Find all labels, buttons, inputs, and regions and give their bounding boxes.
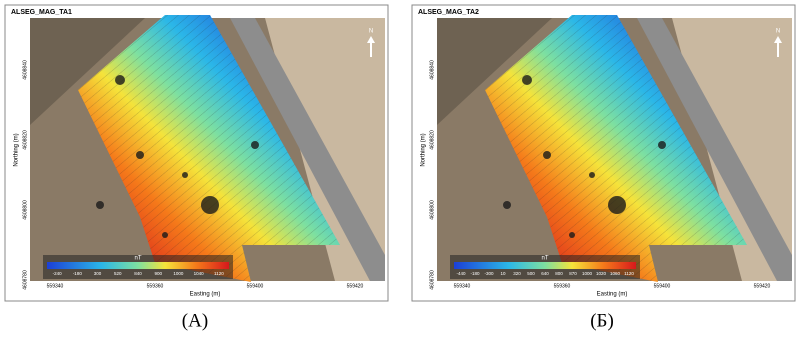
panel-caption: (Б) — [590, 310, 614, 331]
colorbar-tick-label: 800 — [555, 271, 563, 276]
colorbar-label: nT — [134, 256, 141, 262]
figure: ALSEG_MAG_TA1 NnT -240 -180 300 520 840 900 1000… — [0, 0, 799, 338]
x-axis-label: Easting (m) — [190, 292, 221, 298]
colorbar-tick-label: -180 — [470, 271, 480, 276]
anomaly — [136, 151, 144, 159]
x-axis-label: Easting (m) — [597, 292, 628, 298]
colorbar-label: nT — [541, 256, 548, 262]
colorbar-tick-label: 520 — [114, 271, 122, 276]
colorbar-tick-label: 900 — [154, 271, 162, 276]
panel-title: ALSEG_MAG_TA2 — [418, 9, 479, 16]
y-tick-label: 4608780 — [429, 270, 435, 290]
panel-caption: (A) — [182, 310, 208, 331]
anomaly — [503, 201, 511, 209]
anomaly — [96, 201, 104, 209]
colorbar-tick-label: 640 — [541, 271, 549, 276]
x-tick-label: 559360 — [554, 283, 571, 289]
map-panel: ALSEG_MAG_TA1 NnT -240 -180 300 520 840 900 1000… — [5, 5, 388, 301]
anomaly — [569, 232, 575, 238]
y-tick-label: 4608840 — [22, 60, 28, 80]
y-tick-label: 4608820 — [22, 130, 28, 150]
x-tick-label: 559360 — [147, 283, 164, 289]
x-tick-label: 559400 — [654, 283, 671, 289]
anomaly — [251, 141, 259, 149]
anomaly — [115, 75, 125, 85]
colorbar-tick-label: 840 — [134, 271, 142, 276]
north-label: N — [776, 29, 780, 35]
colorbar-tick-label: 500 — [527, 271, 535, 276]
colorbar-tick-label: 1060 — [610, 271, 621, 276]
colorbar-tick-label: 300 — [94, 271, 102, 276]
colorbar-tick-label: 320 — [513, 271, 521, 276]
colorbar-tick-label: 1020 — [596, 271, 607, 276]
x-tick-label: 559400 — [247, 283, 264, 289]
y-axis-label: Northing (m) — [421, 133, 427, 166]
map-panel: ALSEG_MAG_TA2 NnT -440 -180 -300 10 320 500 640 8… — [412, 5, 795, 301]
colorbar — [454, 262, 636, 269]
x-tick-label: 559420 — [347, 283, 364, 289]
north-label: N — [369, 29, 373, 35]
y-tick-label: 4608780 — [22, 270, 28, 290]
anomaly — [522, 75, 532, 85]
y-tick-label: 4608840 — [429, 60, 435, 80]
colorbar-tick-label: 1120 — [624, 271, 634, 276]
anomaly — [162, 232, 168, 238]
colorbar-tick-label: 1000 — [173, 271, 184, 276]
anomaly — [543, 151, 551, 159]
anomaly — [182, 172, 188, 178]
y-tick-label: 4608800 — [22, 200, 28, 220]
x-tick-label: 559340 — [47, 283, 64, 289]
y-tick-label: 4608820 — [429, 130, 435, 150]
colorbar-tick-label: -300 — [484, 271, 494, 276]
x-tick-label: 559420 — [754, 283, 771, 289]
colorbar-tick-label: 1000 — [582, 271, 593, 276]
colorbar — [47, 262, 229, 269]
colorbar-tick-label: 10 — [500, 271, 506, 276]
page: ALSEG_MAG_TA1 NnT -240 -180 300 520 840 900 1000… — [0, 0, 799, 338]
y-tick-label: 4608800 — [429, 200, 435, 220]
anomaly — [608, 196, 626, 214]
colorbar-tick-label: -240 — [53, 271, 63, 276]
anomaly — [589, 172, 595, 178]
colorbar-tick-label: -180 — [73, 271, 83, 276]
anomaly — [658, 141, 666, 149]
anomaly — [201, 196, 219, 214]
y-axis-label: Northing (m) — [14, 133, 20, 166]
panel-title: ALSEG_MAG_TA1 — [11, 9, 72, 16]
colorbar-tick-label: -440 — [456, 271, 466, 276]
colorbar-tick-label: 1040 — [194, 271, 205, 276]
colorbar-tick-label: 1120 — [214, 271, 224, 276]
colorbar-tick-label: 870 — [569, 271, 577, 276]
x-tick-label: 559340 — [454, 283, 471, 289]
